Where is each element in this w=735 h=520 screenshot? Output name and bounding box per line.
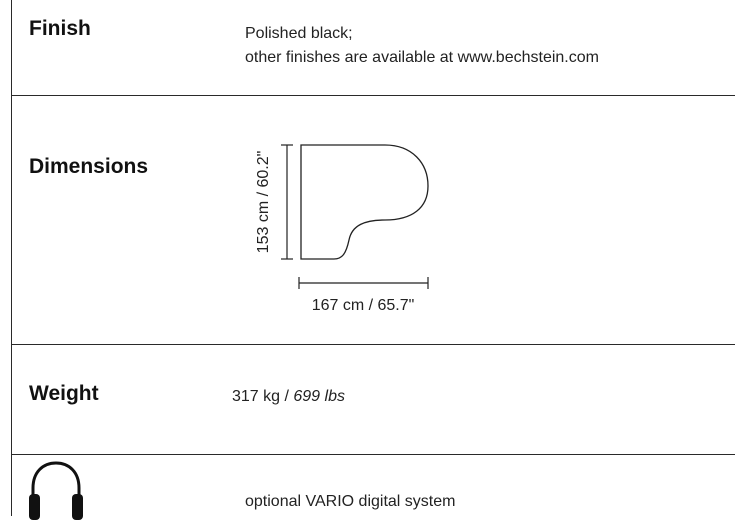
- weight-lbs: 699 lbs: [293, 388, 345, 405]
- row-divider: [11, 95, 735, 96]
- depth-label: 153 cm / 60.2": [255, 151, 272, 254]
- finish-line-2: other finishes are available at www.bech…: [245, 49, 599, 66]
- dimensions-label: Dimensions: [29, 155, 149, 178]
- headphones-icon: [29, 461, 83, 520]
- finish-line-1: Polished black;: [245, 25, 353, 42]
- weight-kg: 317 kg /: [232, 388, 294, 405]
- row-divider: [11, 454, 735, 455]
- left-border-line: [11, 0, 12, 516]
- row-divider: [11, 344, 735, 345]
- weight-value: 317 kg / 699 lbs: [232, 385, 345, 409]
- finish-label: Finish: [29, 17, 91, 40]
- piano-outline: [300, 144, 429, 260]
- width-label: 167 cm / 65.7": [312, 297, 415, 314]
- finish-value: Polished black; other finishes are avail…: [245, 22, 599, 70]
- weight-label: Weight: [29, 382, 99, 405]
- digital-option-text: optional VARIO digital system: [245, 493, 456, 510]
